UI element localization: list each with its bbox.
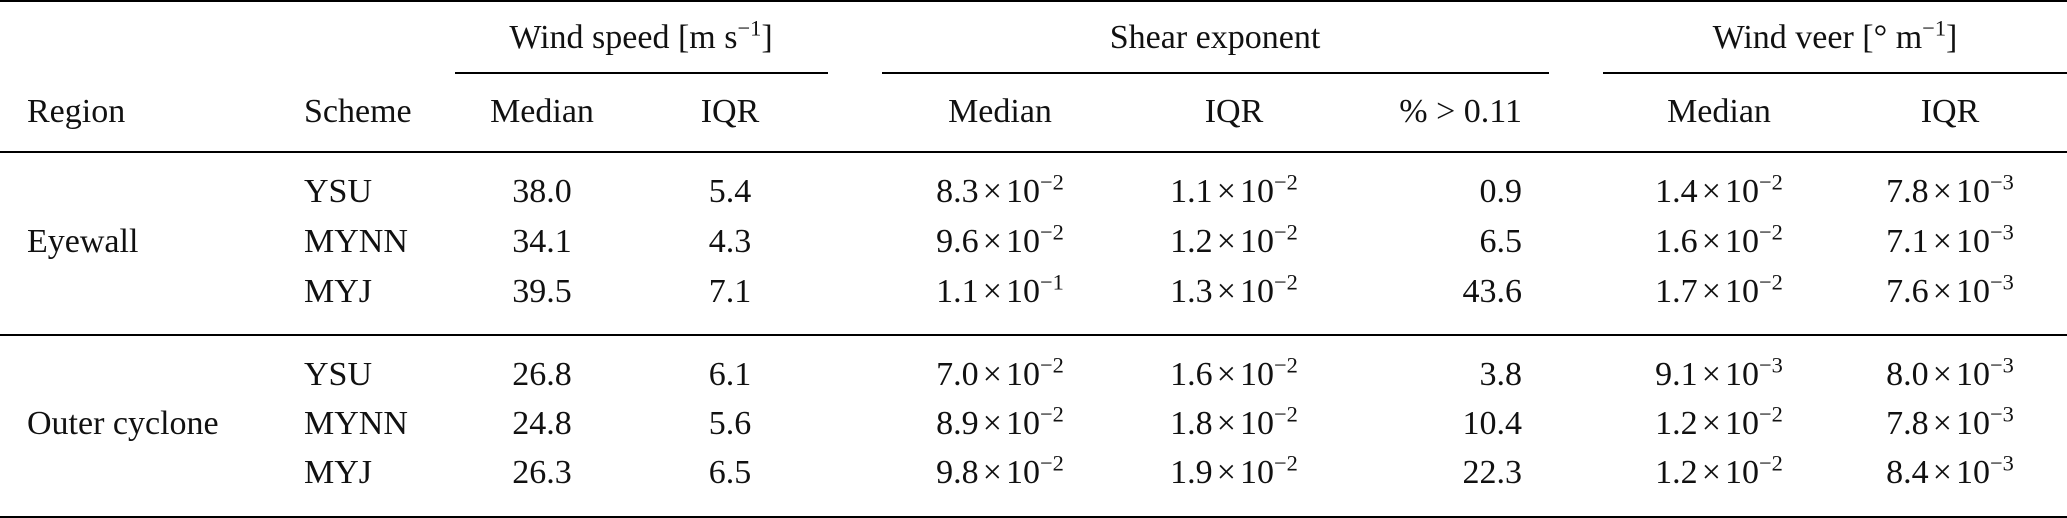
group-header-wind-veer: Wind veer [° m−1] [1712,15,1958,56]
cell-wv-iqr: 7.8 × 10−3 [1886,169,2014,210]
cell-ws-iqr: 6.1 [708,356,752,393]
cell-wv-median: 1.2 × 10−2 [1655,401,1783,442]
cell-wv-median: 1.2 × 10−2 [1655,450,1783,491]
cell-sh-pct: 22.3 [1462,454,1523,491]
cell-ws-median: 26.3 [512,454,572,491]
cell-sh-iqr: 1.6 × 10−2 [1170,352,1298,393]
cell-wv-iqr: 7.8 × 10−3 [1886,401,2014,442]
cell-ws-median: 38.0 [512,173,572,210]
region-label-outer-cyclone: Outer cyclone [27,405,219,442]
cell-sh-pct: 0.9 [1479,173,1523,210]
cell-wv-median: 1.7 × 10−2 [1655,269,1783,310]
cell-wv-iqr: 8.0 × 10−3 [1886,352,2014,393]
cell-ws-median: 26.8 [512,356,572,393]
shear-group-rule [882,72,1549,74]
col-header-scheme: Scheme [304,93,412,130]
cell-sh-pct: 43.6 [1462,273,1523,310]
col-header-shear-iqr: IQR [1204,93,1264,130]
cell-sh-pct: 3.8 [1479,356,1523,393]
top-rule [0,0,2067,2]
cell-scheme: MYNN [304,223,408,260]
cell-sh-median: 7.0 × 10−2 [936,352,1064,393]
cell-scheme: MYJ [304,273,373,310]
col-header-region: Region [27,93,126,130]
cell-wv-iqr: 8.4 × 10−3 [1886,450,2014,491]
cell-sh-iqr: 1.3 × 10−2 [1170,269,1298,310]
cell-sh-median: 9.6 × 10−2 [936,219,1064,260]
cell-scheme: MYJ [304,454,373,491]
cell-wv-median: 9.1 × 10−3 [1655,352,1783,393]
cell-sh-median: 9.8 × 10−2 [936,450,1064,491]
wind-speed-group-rule [455,72,828,74]
col-header-shear-median: Median [948,93,1052,130]
cell-sh-median: 8.9 × 10−2 [936,401,1064,442]
cell-sh-pct: 6.5 [1479,223,1523,260]
cell-scheme: YSU [304,173,373,210]
cell-ws-median: 24.8 [512,405,572,442]
col-header-veer-iqr: IQR [1920,93,1980,130]
cell-sh-median: 1.1 × 10−1 [936,269,1064,310]
col-header-ws-iqr: IQR [700,93,760,130]
cell-wv-iqr: 7.6 × 10−3 [1886,269,2014,310]
region-label-eyewall: Eyewall [27,223,139,260]
cell-sh-pct: 10.4 [1462,405,1523,442]
cell-ws-median: 39.5 [512,273,572,310]
cell-sh-iqr: 1.1 × 10−2 [1170,169,1298,210]
wind-veer-group-rule [1603,72,2067,74]
col-header-ws-median: Median [490,93,594,130]
cell-sh-iqr: 1.8 × 10−2 [1170,401,1298,442]
col-header-shear-pct: % > 0.11 [1399,93,1522,130]
header-rule [0,151,2067,153]
cell-wv-iqr: 7.1 × 10−3 [1886,219,2014,260]
group-header-wind-speed: Wind speed [m s−1] [509,15,773,56]
cell-ws-iqr: 4.3 [708,223,752,260]
cell-ws-iqr: 5.6 [708,405,752,442]
cell-ws-iqr: 5.4 [708,173,752,210]
region-separator-rule [0,334,2067,336]
cell-wv-median: 1.4 × 10−2 [1655,169,1783,210]
cell-sh-iqr: 1.2 × 10−2 [1170,219,1298,260]
cell-ws-iqr: 7.1 [708,273,752,310]
cell-ws-median: 34.1 [512,223,572,260]
cell-ws-iqr: 6.5 [708,454,752,491]
group-header-shear-exponent: Shear exponent [1109,19,1321,56]
cell-scheme: YSU [304,356,373,393]
col-header-veer-median: Median [1667,93,1771,130]
cell-sh-iqr: 1.9 × 10−2 [1170,450,1298,491]
bottom-rule [0,516,2067,518]
cell-wv-median: 1.6 × 10−2 [1655,219,1783,260]
cell-scheme: MYNN [304,405,408,442]
cell-sh-median: 8.3 × 10−2 [936,169,1064,210]
